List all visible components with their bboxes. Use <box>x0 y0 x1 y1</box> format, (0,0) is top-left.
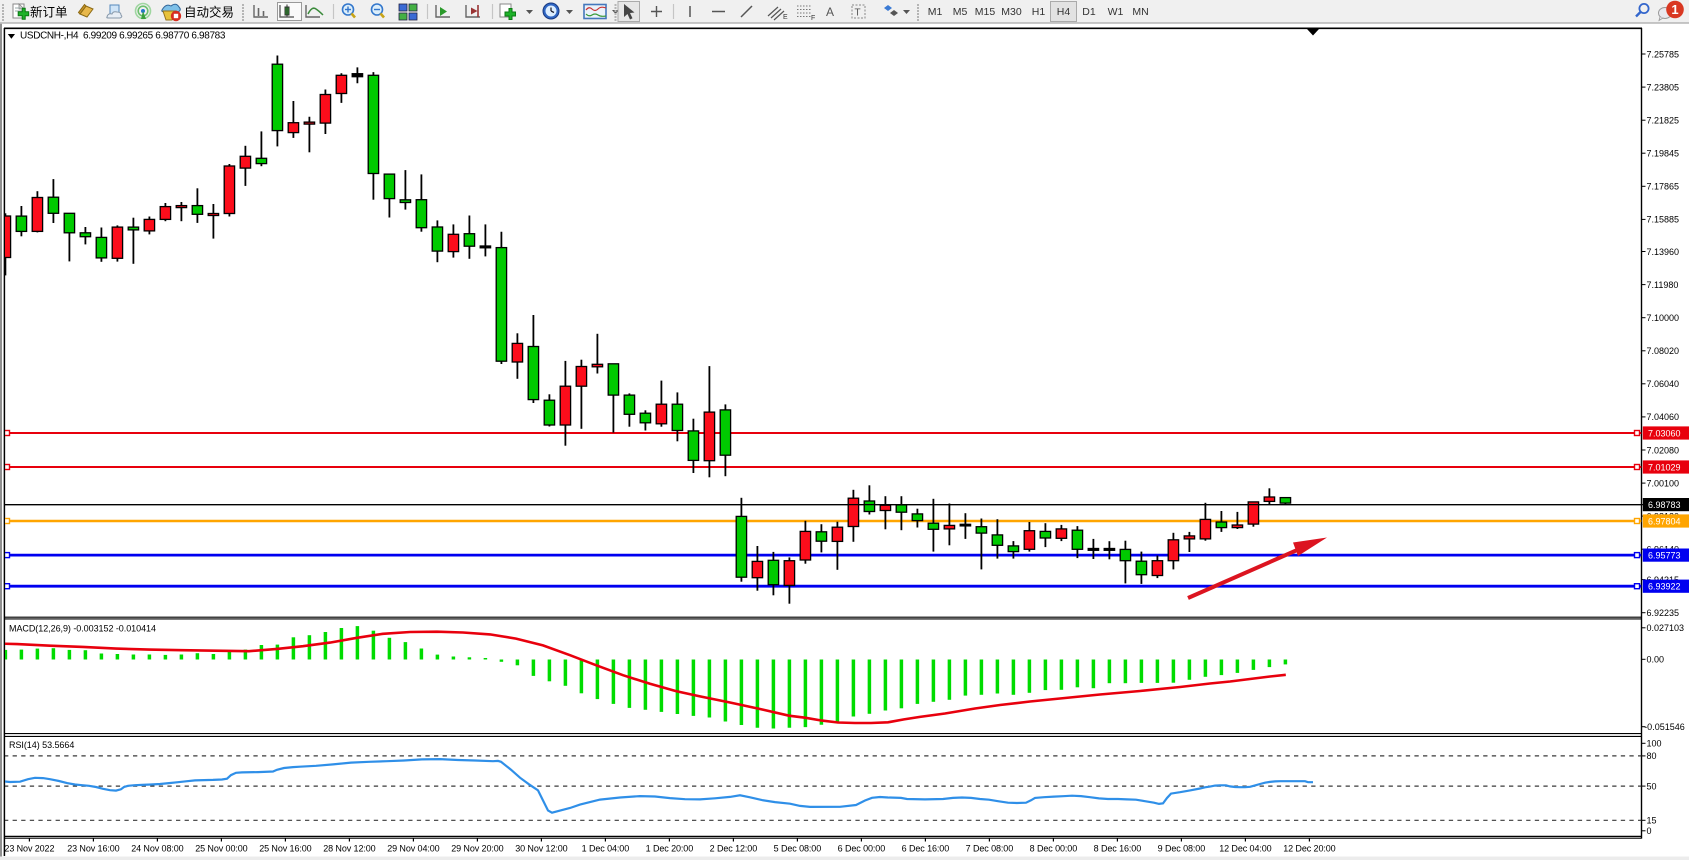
svg-text:USDCNH-,H4 6.99209 6.99265 6.: USDCNH-,H4 6.99209 6.99265 6.98770 6.987… <box>20 31 226 42</box>
svg-text:A: A <box>826 5 834 19</box>
svg-text:新订单: 新订单 <box>30 5 68 20</box>
svg-text:1 Dec 04:00: 1 Dec 04:00 <box>582 844 630 854</box>
svg-text:7.04060: 7.04060 <box>1647 412 1680 422</box>
svg-text:6 Dec 00:00: 6 Dec 00:00 <box>838 844 886 854</box>
svg-text:7.06040: 7.06040 <box>1647 379 1680 389</box>
svg-text:自动交易: 自动交易 <box>184 5 234 20</box>
svg-text:7.02080: 7.02080 <box>1647 445 1680 455</box>
svg-text:7.08020: 7.08020 <box>1647 346 1680 356</box>
svg-text:7.03060: 7.03060 <box>1648 428 1681 438</box>
svg-text:8 Dec 00:00: 8 Dec 00:00 <box>1030 844 1078 854</box>
svg-text:80: 80 <box>1647 751 1657 761</box>
svg-text:7.19845: 7.19845 <box>1647 149 1680 159</box>
svg-text:7.23805: 7.23805 <box>1647 82 1680 92</box>
svg-text:MN: MN <box>1132 6 1148 18</box>
svg-text:M15: M15 <box>975 6 996 18</box>
svg-text:6.92235: 6.92235 <box>1647 608 1680 618</box>
svg-text:RSI(14) 53.5664: RSI(14) 53.5664 <box>9 740 74 750</box>
svg-text:50: 50 <box>1647 781 1657 791</box>
svg-text:H4: H4 <box>1057 6 1071 18</box>
svg-text:M5: M5 <box>953 6 968 18</box>
svg-text:0.027103: 0.027103 <box>1647 623 1685 633</box>
svg-text:25 Nov 16:00: 25 Nov 16:00 <box>259 844 311 854</box>
svg-text:25 Nov 00:00: 25 Nov 00:00 <box>195 844 247 854</box>
svg-text:0.00: 0.00 <box>1647 655 1665 665</box>
svg-text:6.97804: 6.97804 <box>1648 516 1681 526</box>
svg-text:28 Nov 12:00: 28 Nov 12:00 <box>323 844 375 854</box>
svg-text:24 Nov 08:00: 24 Nov 08:00 <box>131 844 183 854</box>
svg-text:23 Nov 2022: 23 Nov 2022 <box>4 844 54 854</box>
svg-text:29 Nov 20:00: 29 Nov 20:00 <box>451 844 503 854</box>
svg-text:7 Dec 08:00: 7 Dec 08:00 <box>966 844 1014 854</box>
svg-text:12 Dec 20:00: 12 Dec 20:00 <box>1283 844 1335 854</box>
svg-text:7.01029: 7.01029 <box>1648 462 1681 472</box>
svg-text:T: T <box>855 8 861 19</box>
svg-text:W1: W1 <box>1108 6 1124 18</box>
svg-text:30 Nov 12:00: 30 Nov 12:00 <box>515 844 567 854</box>
svg-text:E: E <box>783 14 788 21</box>
svg-text:100: 100 <box>1647 739 1662 749</box>
svg-text:6.98783: 6.98783 <box>1648 500 1681 510</box>
svg-text:7.17865: 7.17865 <box>1647 182 1680 192</box>
svg-text:7.00100: 7.00100 <box>1647 478 1680 488</box>
svg-text:9 Dec 08:00: 9 Dec 08:00 <box>1158 844 1206 854</box>
svg-text:7.11980: 7.11980 <box>1647 280 1679 290</box>
svg-text:15: 15 <box>1647 816 1657 826</box>
svg-text:6.93922: 6.93922 <box>1648 582 1681 592</box>
svg-text:2 Dec 12:00: 2 Dec 12:00 <box>710 844 758 854</box>
svg-text:8 Dec 16:00: 8 Dec 16:00 <box>1094 844 1142 854</box>
svg-text:7.21825: 7.21825 <box>1647 116 1680 126</box>
svg-text:1 Dec 20:00: 1 Dec 20:00 <box>646 844 694 854</box>
svg-text:H1: H1 <box>1032 6 1046 18</box>
svg-text:29 Nov 04:00: 29 Nov 04:00 <box>387 844 439 854</box>
svg-text:M1: M1 <box>928 6 943 18</box>
svg-text:7.25785: 7.25785 <box>1647 49 1680 59</box>
svg-text:0: 0 <box>1647 826 1652 836</box>
svg-text:7.13960: 7.13960 <box>1647 247 1680 257</box>
svg-text:6 Dec 16:00: 6 Dec 16:00 <box>902 844 950 854</box>
svg-text:-0.051546: -0.051546 <box>1644 722 1685 732</box>
svg-text:MACD(12,26,9) -0.003152 -0.010: MACD(12,26,9) -0.003152 -0.010414 <box>9 624 156 634</box>
svg-text:F: F <box>811 15 815 22</box>
svg-text:12 Dec 04:00: 12 Dec 04:00 <box>1219 844 1271 854</box>
svg-text:7.10000: 7.10000 <box>1647 313 1680 323</box>
svg-text:M30: M30 <box>1001 6 1022 18</box>
svg-text:7.15885: 7.15885 <box>1647 215 1680 225</box>
svg-text:D1: D1 <box>1082 6 1096 18</box>
svg-text:6.95773: 6.95773 <box>1648 550 1681 560</box>
svg-text:5 Dec 08:00: 5 Dec 08:00 <box>774 844 822 854</box>
svg-text:23 Nov 16:00: 23 Nov 16:00 <box>67 844 119 854</box>
svg-text:1: 1 <box>1671 2 1678 17</box>
